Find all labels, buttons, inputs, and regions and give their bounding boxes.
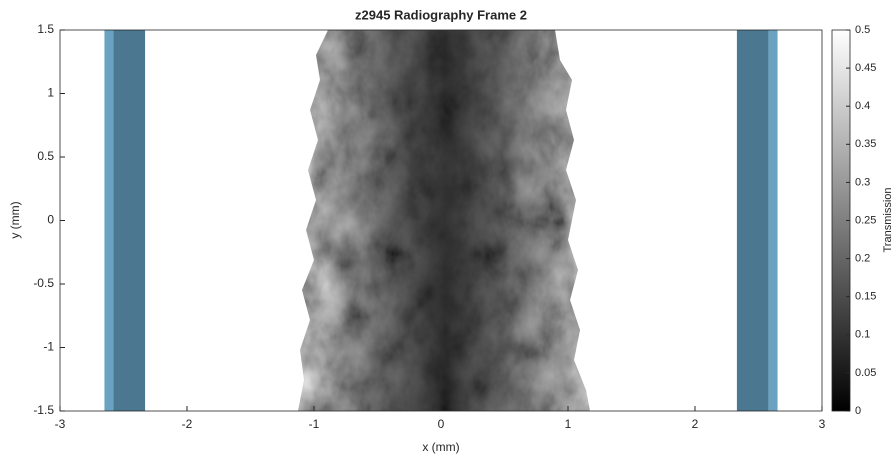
colorbar-tick-label: 0	[855, 405, 861, 417]
colorbar-tick-label: 0.25	[855, 214, 876, 226]
colorbar-tick-label: 0.05	[855, 367, 876, 379]
x-tick-label: 1	[565, 417, 572, 431]
y-tick-label: -1.5	[33, 403, 54, 417]
colorbar-tick-label: 0.45	[855, 62, 876, 74]
y-axis-label: y (mm)	[8, 201, 22, 238]
shaded-region	[104, 30, 114, 411]
x-tick-label: -1	[309, 417, 320, 431]
shaded-region	[113, 30, 146, 411]
y-tick-label: 1	[47, 86, 54, 100]
x-tick-label: -3	[55, 417, 66, 431]
y-tick-label: 0.5	[37, 149, 54, 163]
y-tick-label: 1.5	[37, 22, 54, 36]
radiograph	[298, 30, 590, 411]
x-tick-label: 3	[819, 417, 826, 431]
colorbar-label: Transmission	[882, 188, 894, 253]
colorbar-tick-label: 0.3	[855, 176, 870, 188]
colorbar-tick-label: 0.5	[855, 24, 870, 36]
colorbar-tick-label: 0.1	[855, 329, 870, 341]
colorbar-tick-label: 0.35	[855, 138, 876, 150]
y-tick-label: -1	[43, 340, 54, 354]
x-axis-label: x (mm)	[422, 440, 459, 454]
colorbar-tick-label: 0.4	[855, 100, 870, 112]
colorbar-tick-label: 0.2	[855, 253, 870, 265]
chart-title: z2945 Radiography Frame 2	[355, 7, 527, 22]
x-tick-label: -2	[182, 417, 193, 431]
y-tick-label: 0	[47, 213, 54, 227]
x-tick-label: 2	[692, 417, 699, 431]
y-tick-label: -0.5	[33, 276, 54, 290]
shaded-region	[736, 30, 769, 411]
colorbar-tick-label: 0.15	[855, 291, 876, 303]
x-tick-label: 0	[438, 417, 445, 431]
shaded-region	[768, 30, 778, 411]
